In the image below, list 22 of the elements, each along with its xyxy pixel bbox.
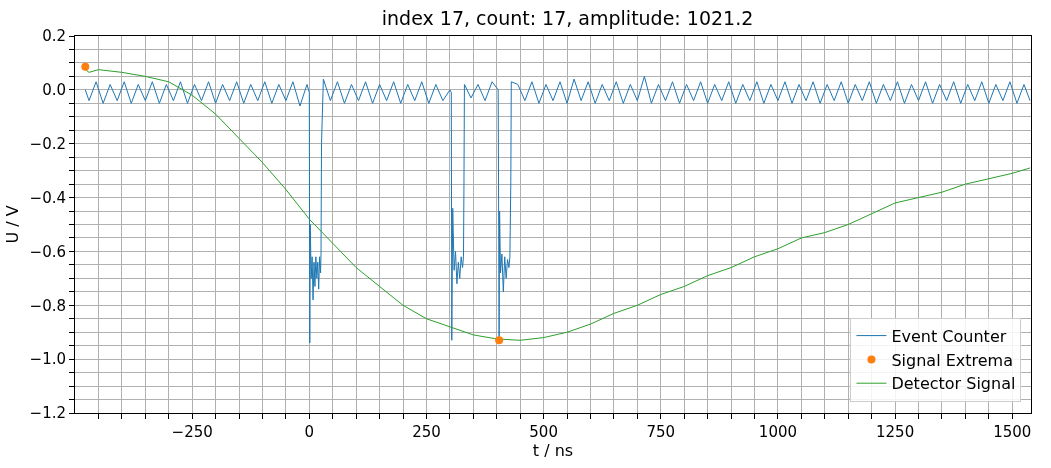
x-tick-label: 250: [412, 423, 441, 441]
x-tick-label: 1250: [876, 423, 915, 441]
x-tick-label: 1000: [758, 423, 798, 441]
y-tick-label: −1.0: [29, 350, 66, 369]
y-tick-label: −1.2: [29, 404, 66, 423]
y-tick-label: −0.2: [29, 134, 66, 153]
chart-title: index 17, count: 17, amplitude: 1021.2: [381, 7, 754, 29]
x-tick-label: 1500: [993, 423, 1032, 441]
x-tick-label: 0: [304, 423, 315, 441]
y-tick-label: −0.6: [29, 242, 66, 261]
x-tick-label: 500: [529, 423, 558, 441]
y-tick-label: −0.8: [29, 296, 66, 315]
y-tick-label: −0.4: [29, 188, 66, 207]
legend-label: Signal Extrema: [891, 350, 1013, 370]
legend-label: Detector Signal: [891, 374, 1016, 394]
y-axis-title: U / V: [3, 205, 23, 244]
x-axis-title: t / ns: [532, 441, 574, 460]
y-tick-label: 0.0: [42, 81, 66, 100]
x-tick-label: 750: [646, 423, 676, 441]
legend-label: Event Counter: [891, 326, 1007, 346]
y-tick-label: 0.2: [42, 27, 66, 46]
x-tick-label: −250: [171, 423, 213, 441]
